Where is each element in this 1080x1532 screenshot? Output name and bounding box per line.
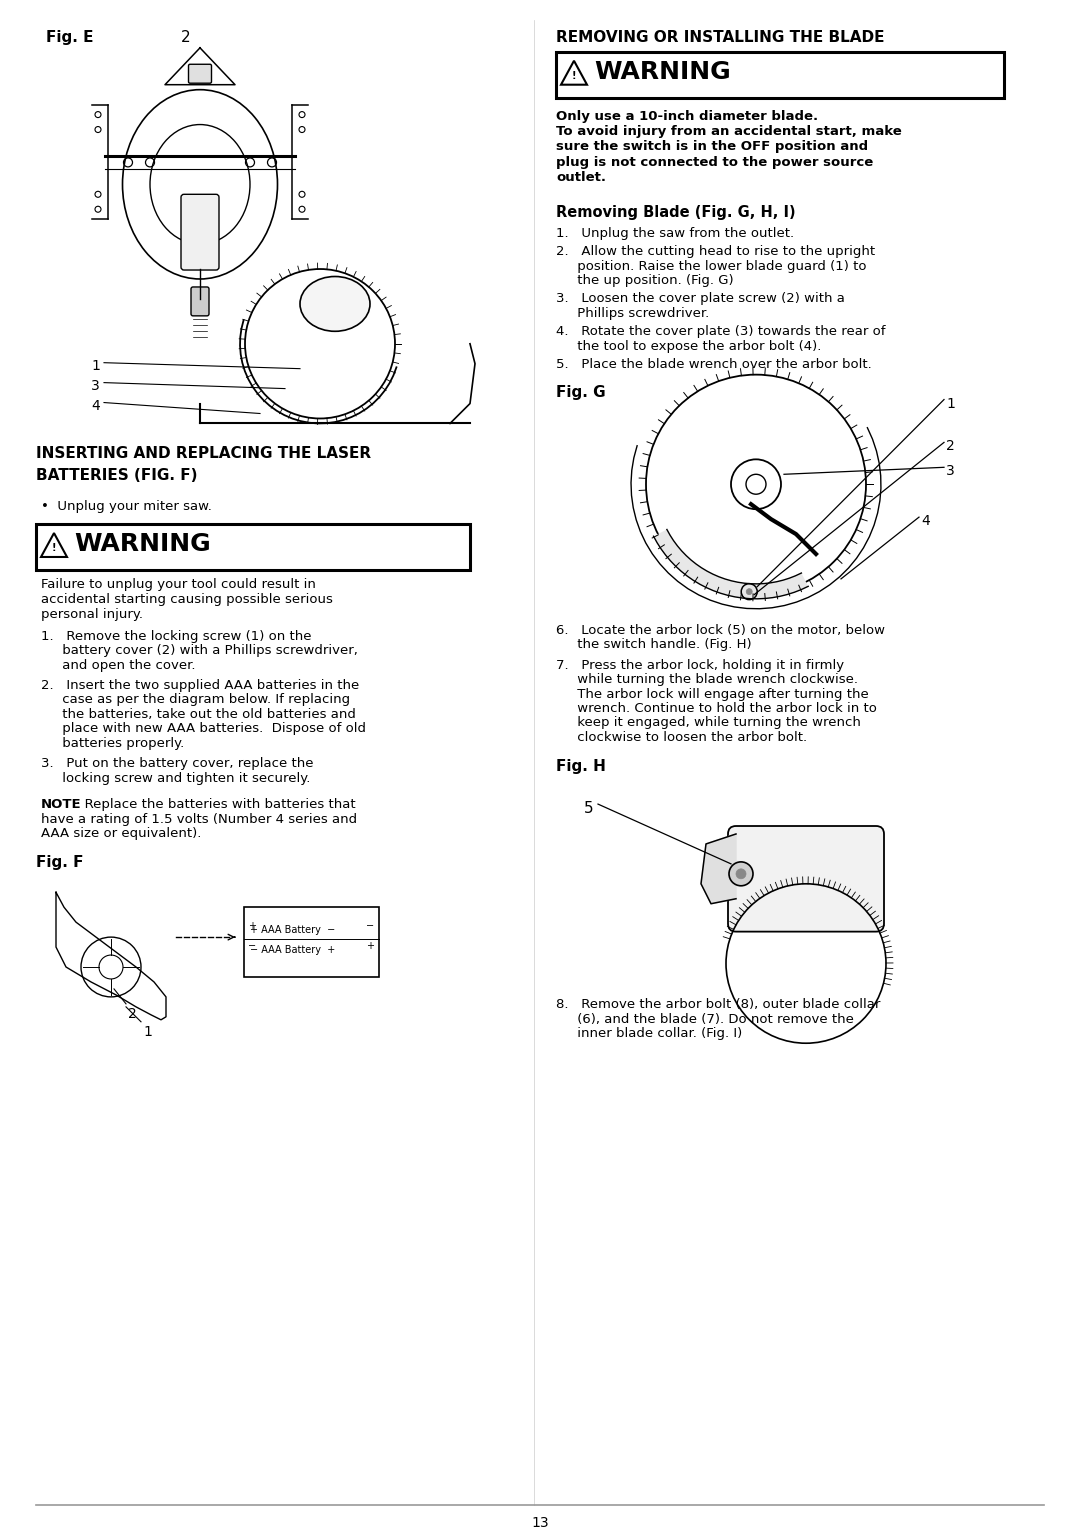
Text: while turning the blade wrench clockwise.: while turning the blade wrench clockwise… [556,673,858,686]
Text: Phillips screwdriver.: Phillips screwdriver. [556,306,710,320]
FancyBboxPatch shape [181,195,219,270]
Text: 5.   Place the blade wrench over the arbor bolt.: 5. Place the blade wrench over the arbor… [556,358,872,371]
Text: INSERTING AND REPLACING THE LASER: INSERTING AND REPLACING THE LASER [36,446,372,461]
Text: accidental starting causing possible serious: accidental starting causing possible ser… [41,593,333,605]
Circle shape [746,588,752,594]
Text: and open the cover.: and open the cover. [41,659,195,671]
Text: 3.   Loosen the cover plate screw (2) with a: 3. Loosen the cover plate screw (2) with… [556,293,845,305]
Text: 7.   Press the arbor lock, holding it in firmly: 7. Press the arbor lock, holding it in f… [556,659,845,671]
Text: −: − [366,921,374,931]
Text: −: − [248,941,256,951]
Polygon shape [41,533,67,558]
Text: (6), and the blade (7). Do not remove the: (6), and the blade (7). Do not remove th… [556,1013,854,1026]
FancyBboxPatch shape [189,64,212,83]
Text: Fig. E: Fig. E [46,31,94,44]
Text: 3.   Put on the battery cover, replace the: 3. Put on the battery cover, replace the [41,757,313,771]
Text: Fig. G: Fig. G [556,385,606,400]
Text: Removing Blade (Fig. G, H, I): Removing Blade (Fig. G, H, I) [556,205,796,219]
Text: 2.   Insert the two supplied AAA batteries in the: 2. Insert the two supplied AAA batteries… [41,679,360,692]
Text: 1: 1 [91,358,99,372]
Polygon shape [653,530,808,599]
Text: personal injury.: personal injury. [41,608,143,620]
Text: clockwise to loosen the arbor bolt.: clockwise to loosen the arbor bolt. [556,731,807,745]
Text: case as per the diagram below. If replacing: case as per the diagram below. If replac… [41,694,350,706]
Text: 1: 1 [143,1025,152,1039]
Text: Failure to unplug your tool could result in: Failure to unplug your tool could result… [41,578,315,591]
Text: Only use a 10-inch diameter blade.: Only use a 10-inch diameter blade. [556,110,819,123]
Text: place with new AAA batteries.  Dispose of old: place with new AAA batteries. Dispose of… [41,723,366,735]
Polygon shape [561,61,588,84]
Text: plug is not connected to the power source: plug is not connected to the power sourc… [556,156,874,169]
Text: + AAA Battery  −: + AAA Battery − [249,925,335,935]
Text: sure the switch is in the OFF position and: sure the switch is in the OFF position a… [556,141,868,153]
FancyBboxPatch shape [556,52,1004,98]
Text: +: + [248,921,256,931]
Text: the up position. (Fig. G): the up position. (Fig. G) [556,274,733,286]
Text: the batteries, take out the old batteries and: the batteries, take out the old batterie… [41,708,356,722]
Text: inner blade collar. (Fig. I): inner blade collar. (Fig. I) [556,1028,742,1040]
Text: 1.   Remove the locking screw (1) on the: 1. Remove the locking screw (1) on the [41,630,311,643]
Text: outlet.: outlet. [556,172,606,184]
Text: 6.   Locate the arbor lock (5) on the motor, below: 6. Locate the arbor lock (5) on the moto… [556,624,885,637]
Text: WARNING: WARNING [75,532,211,556]
Text: NOTE: NOTE [41,798,82,810]
Text: 13: 13 [531,1515,549,1529]
Text: 5: 5 [584,801,594,817]
Text: the tool to expose the arbor bolt (4).: the tool to expose the arbor bolt (4). [556,340,822,352]
Text: The arbor lock will engage after turning the: The arbor lock will engage after turning… [556,688,868,700]
Text: battery cover (2) with a Phillips screwdriver,: battery cover (2) with a Phillips screwd… [41,643,357,657]
Text: 8.   Remove the arbor bolt (8), outer blade collar: 8. Remove the arbor bolt (8), outer blad… [556,999,880,1011]
Text: wrench. Continue to hold the arbor lock in to: wrench. Continue to hold the arbor lock … [556,702,877,715]
Text: AAA size or equivalent).: AAA size or equivalent). [41,827,201,840]
FancyBboxPatch shape [36,524,470,570]
Text: 1: 1 [946,397,955,411]
Text: 2.   Allow the cutting head to rise to the upright: 2. Allow the cutting head to rise to the… [556,245,875,257]
Text: locking screw and tighten it securely.: locking screw and tighten it securely. [41,772,310,784]
FancyBboxPatch shape [244,907,379,977]
Text: •  Unplug your miter saw.: • Unplug your miter saw. [41,499,212,513]
Text: +: + [366,941,374,951]
Circle shape [729,863,753,885]
Ellipse shape [300,276,370,331]
Text: BATTERIES (FIG. F): BATTERIES (FIG. F) [36,469,198,483]
Text: 3: 3 [946,464,955,478]
FancyBboxPatch shape [728,826,885,931]
Polygon shape [701,833,735,904]
Text: REMOVING OR INSTALLING THE BLADE: REMOVING OR INSTALLING THE BLADE [556,31,885,44]
Text: WARNING: WARNING [594,60,731,84]
Circle shape [735,869,746,879]
Text: 3: 3 [91,378,99,392]
Text: the switch handle. (Fig. H): the switch handle. (Fig. H) [556,639,752,651]
Text: 4: 4 [91,398,99,412]
Text: To avoid injury from an accidental start, make: To avoid injury from an accidental start… [556,126,902,138]
Text: 2: 2 [129,1007,137,1020]
FancyBboxPatch shape [191,286,210,316]
Text: keep it engaged, while turning the wrench: keep it engaged, while turning the wrenc… [556,717,861,729]
Text: Fig. H: Fig. H [556,760,606,774]
Text: 2: 2 [181,31,191,44]
Text: position. Raise the lower blade guard (1) to: position. Raise the lower blade guard (1… [556,259,866,273]
Text: !: ! [52,542,56,553]
Text: Fig. F: Fig. F [36,855,83,870]
Text: !: ! [571,70,577,81]
Text: batteries properly.: batteries properly. [41,737,185,749]
Text: have a rating of 1.5 volts (Number 4 series and: have a rating of 1.5 volts (Number 4 ser… [41,812,357,826]
Text: 4: 4 [921,515,930,529]
Text: − AAA Battery  +: − AAA Battery + [249,945,335,954]
Text: 2: 2 [946,440,955,453]
Text: 1.   Unplug the saw from the outlet.: 1. Unplug the saw from the outlet. [556,227,794,239]
Text: : Replace the batteries with batteries that: : Replace the batteries with batteries t… [76,798,355,810]
Text: 4.   Rotate the cover plate (3) towards the rear of: 4. Rotate the cover plate (3) towards th… [556,325,886,339]
